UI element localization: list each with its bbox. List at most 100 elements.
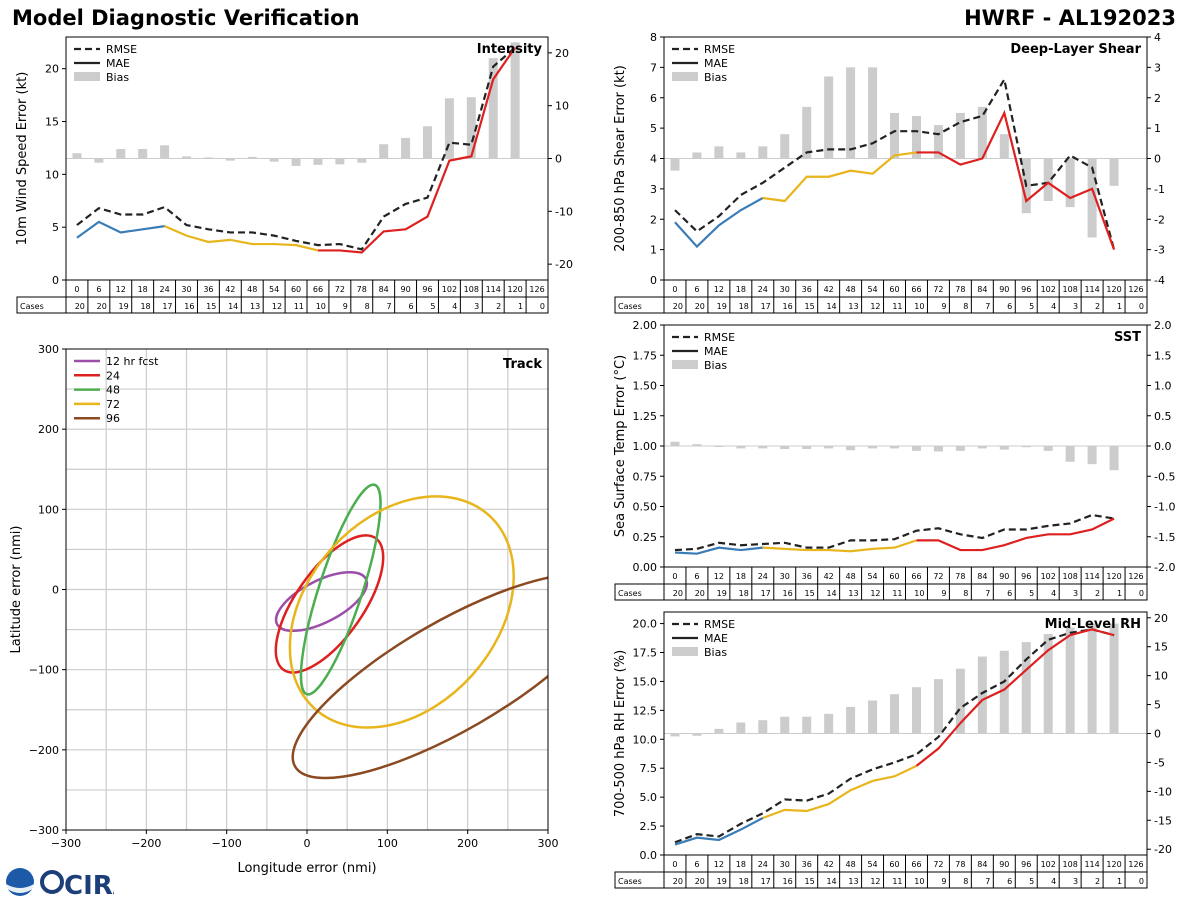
shear-case-count: 1 bbox=[1117, 302, 1122, 311]
rh-case-count: 8 bbox=[963, 877, 968, 886]
sst-ytick-label: 1.75 bbox=[633, 349, 658, 362]
sst-y2tick-label: -0.5 bbox=[1154, 470, 1175, 483]
sst-bias-bar bbox=[758, 446, 768, 449]
shear-ytick-label: 8 bbox=[650, 31, 657, 44]
sst-ylabel: Sea Surface Temp Error (°C) bbox=[613, 355, 628, 537]
sst-bias-bar bbox=[1109, 446, 1119, 471]
rh-ytick-label: 10.0 bbox=[633, 733, 658, 746]
sst-bias-bar bbox=[999, 446, 1009, 450]
sst-case-count: 14 bbox=[826, 589, 836, 598]
shear-hour-label: 90 bbox=[999, 285, 1009, 294]
intensity-hour-label: 6 bbox=[96, 285, 101, 294]
shear-case-count: 8 bbox=[963, 302, 968, 311]
shear-hour-label: 84 bbox=[977, 285, 987, 294]
intensity-hour-label: 66 bbox=[313, 285, 323, 294]
rh-bias-bar bbox=[1043, 633, 1053, 734]
sst-case-count: 13 bbox=[848, 589, 858, 598]
intensity-bias-bar bbox=[335, 158, 345, 165]
track-legend-label: 48 bbox=[106, 384, 120, 397]
rh-case-count: 16 bbox=[783, 877, 793, 886]
rh-case-count: 11 bbox=[892, 877, 902, 886]
shear-hour-label: 36 bbox=[802, 285, 812, 294]
rh-bias-bar bbox=[911, 687, 921, 734]
track-ytick-label: 0 bbox=[52, 584, 59, 597]
intensity-hour-label: 12 bbox=[116, 285, 126, 294]
intensity-case-count: 4 bbox=[452, 302, 457, 311]
shear-y2tick-label: -1 bbox=[1154, 183, 1165, 196]
rh-bias-bar bbox=[758, 720, 768, 734]
sst-bias-bar bbox=[933, 446, 943, 452]
sst-hour-label: 24 bbox=[758, 572, 768, 581]
rh-mae-line-seg1 bbox=[762, 764, 917, 820]
storm-id-title: HWRF - AL192023 bbox=[964, 6, 1176, 30]
track-panel: −300−300 −200 −200 −100 −100 0 0 100 100 200 200 30… bbox=[9, 343, 559, 876]
sst-case-count: 9 bbox=[941, 589, 946, 598]
shear-bias-bar bbox=[1109, 158, 1119, 186]
shear-hour-label: 0 bbox=[672, 285, 677, 294]
shear-case-count: 11 bbox=[892, 302, 902, 311]
sst-case-count: 12 bbox=[870, 589, 880, 598]
sst-hour-label: 96 bbox=[1021, 572, 1031, 581]
shear-bias-bar bbox=[758, 146, 768, 159]
rh-hour-label: 66 bbox=[911, 860, 921, 869]
track-xtick-label: −100 bbox=[212, 837, 242, 850]
intensity-bias-bar bbox=[160, 145, 170, 159]
sst-ytick-label: 0.50 bbox=[633, 501, 658, 514]
intensity-y2tick-label: 20 bbox=[555, 47, 569, 60]
shear-hour-label: 48 bbox=[846, 285, 856, 294]
rh-bias-bar bbox=[868, 700, 878, 734]
intensity-ylabel: 10m Wind Speed Error (kt) bbox=[15, 72, 30, 246]
sst-hour-label: 108 bbox=[1063, 572, 1078, 581]
rh-hour-label: 108 bbox=[1063, 860, 1078, 869]
intensity-mae-line-seg2 bbox=[317, 46, 517, 254]
track-ylabel: Latitude error (nmi) bbox=[9, 526, 24, 654]
intensity-case-count: 0 bbox=[540, 302, 545, 311]
shear-y2tick-label: -4 bbox=[1154, 274, 1165, 287]
shear-case-count: 20 bbox=[673, 302, 683, 311]
sst-bias-bar bbox=[692, 444, 702, 446]
track-xtick-label: 300 bbox=[538, 837, 559, 850]
intensity-case-count: 3 bbox=[474, 302, 479, 311]
shear-bias-bar bbox=[999, 134, 1009, 159]
rh-bias-bar bbox=[1109, 623, 1119, 734]
intensity-case-count: 6 bbox=[408, 302, 413, 311]
intensity-hour-label: 78 bbox=[357, 285, 367, 294]
rh-case-count: 2 bbox=[1095, 877, 1100, 886]
intensity-case-count: 5 bbox=[430, 302, 435, 311]
shear-case-count: 13 bbox=[848, 302, 858, 311]
intensity-case-count: 14 bbox=[228, 302, 238, 311]
rh-case-count: 20 bbox=[695, 877, 705, 886]
intensity-bias-bar bbox=[488, 58, 498, 159]
shear-hour-label: 12 bbox=[714, 285, 724, 294]
shear-ytick-label: 1 bbox=[650, 244, 657, 257]
sst-bias-bar bbox=[868, 446, 878, 449]
sst-bias-bar bbox=[714, 446, 724, 447]
sst-ytick-label: 1.00 bbox=[633, 440, 658, 453]
shear-ytick-label: 3 bbox=[650, 183, 657, 196]
track-ellipse-2 bbox=[274, 534, 385, 674]
shear-title: Deep-Layer Shear bbox=[1010, 42, 1141, 57]
sst-hour-label: 0 bbox=[672, 572, 677, 581]
sst-ytick-label: 1.50 bbox=[633, 380, 658, 393]
shear-ytick-label: 7 bbox=[650, 61, 657, 74]
rh-case-count: 20 bbox=[673, 877, 683, 886]
shear-legend-rmse: RMSE bbox=[704, 43, 735, 56]
shear-bias-bar bbox=[1043, 158, 1053, 202]
track-ytick-label: −300 bbox=[29, 824, 59, 837]
rh-legend-rmse: RMSE bbox=[704, 618, 735, 631]
intensity-hour-label: 114 bbox=[486, 285, 501, 294]
track-ellipse-4 bbox=[288, 495, 515, 729]
intensity-case-count: 12 bbox=[272, 302, 282, 311]
intensity-legend-mae: MAE bbox=[106, 57, 130, 70]
rh-hour-label: 0 bbox=[672, 860, 677, 869]
intensity-hour-label: 108 bbox=[464, 285, 479, 294]
shear-case-count: 7 bbox=[985, 302, 990, 311]
rh-hour-label: 24 bbox=[758, 860, 768, 869]
intensity-mae-line-seg1 bbox=[164, 225, 319, 252]
intensity-legend-rmse: RMSE bbox=[106, 43, 137, 56]
track-xtick-label: 200 bbox=[457, 837, 478, 850]
rh-ylabel: 700-500 hPa RH Error (%) bbox=[613, 650, 628, 817]
sst-case-count: 18 bbox=[739, 589, 749, 598]
rh-legend-bias: Bias bbox=[704, 646, 727, 659]
